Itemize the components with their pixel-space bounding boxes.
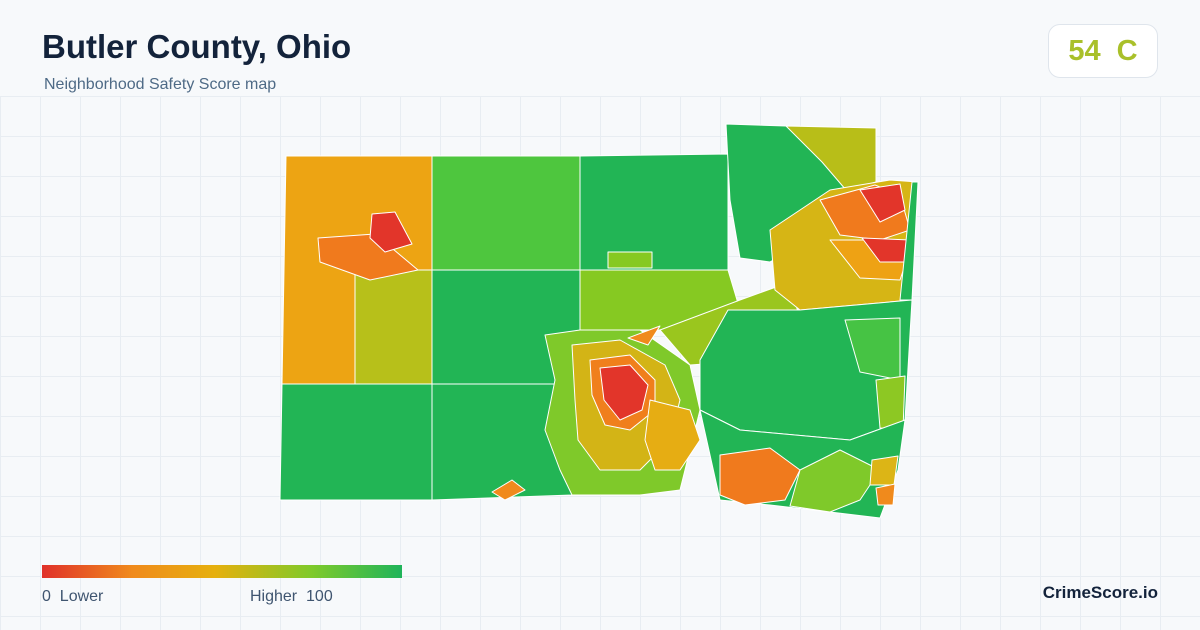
- map-region-southwest-orange: [491, 479, 526, 501]
- map-region-north-lime: [607, 251, 653, 269]
- legend-min-value: 0: [42, 588, 51, 605]
- page-subtitle: Neighborhood Safety Score map: [44, 76, 277, 93]
- map-region-middletown-core: [859, 183, 906, 223]
- map-region-hamilton-north-orange: [627, 325, 661, 346]
- legend-max-label: Higher: [250, 588, 298, 605]
- map-region-north-central: [431, 155, 581, 271]
- score-grade: C: [1116, 34, 1138, 67]
- legend-color-scale: [42, 565, 402, 578]
- score-value: 54: [1068, 34, 1101, 67]
- map-region-southeast-lime: [789, 449, 881, 513]
- score-badge: 54 C: [1048, 24, 1158, 78]
- map-region-west-chester-south: [719, 447, 801, 506]
- header-band: [0, 0, 1200, 96]
- legend-min: 0 Lower: [42, 588, 103, 606]
- map-region-southeast-orange: [875, 483, 896, 506]
- brand-logo-text: CrimeScore.io: [1042, 583, 1158, 602]
- legend-min-label: Lower: [59, 588, 104, 605]
- map-region-hamilton-east: [644, 399, 701, 471]
- map-region-oxford-outer: [317, 233, 419, 281]
- map-region-southeast-yellow: [869, 455, 899, 486]
- page-title: Butler County, Ohio: [42, 28, 352, 65]
- map-region-oxford-core: [369, 211, 413, 253]
- legend-max: Higher 100: [250, 588, 333, 606]
- map-region-north-center-east: [579, 153, 729, 271]
- map-region-southwest: [279, 383, 433, 501]
- map-region-hamilton-core: [599, 364, 649, 421]
- legend-max-value: 100: [306, 588, 333, 605]
- map-region-west-central: [354, 269, 433, 385]
